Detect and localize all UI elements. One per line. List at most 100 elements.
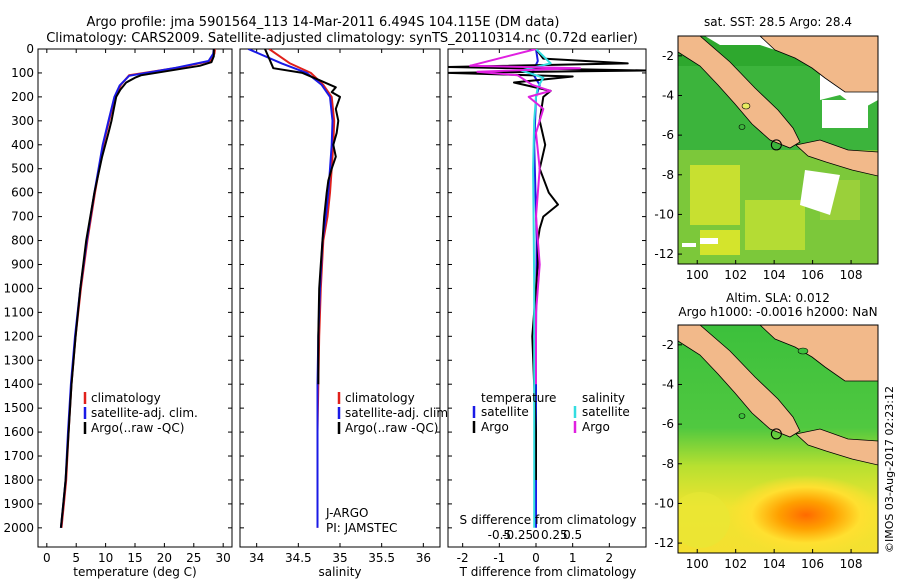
x2-tick-label: 0.25 bbox=[541, 528, 568, 542]
legend-label-argo: Argo(..raw -QC) bbox=[91, 421, 184, 435]
x2-tick-label: 0 bbox=[532, 528, 540, 542]
legend-label-climatology: climatology bbox=[345, 391, 415, 405]
map-y-tick-label: -12 bbox=[654, 536, 674, 550]
sla-map-ticks: 100 102 104 106 108 -2 -4 -6 -8 -10 -12 bbox=[654, 338, 862, 571]
map-y-tick-label: -2 bbox=[662, 49, 674, 63]
x-tick-label: 35.5 bbox=[368, 551, 395, 565]
legend-label-t-argo: Argo bbox=[481, 420, 509, 434]
sla-map-title: Altim. SLA: 0.012 bbox=[726, 291, 830, 305]
legend-label-satellite: satellite-adj. clim. bbox=[91, 406, 198, 420]
salinity-ticks: 34 34.5 35 35.5 36 bbox=[240, 48, 440, 565]
x-tick-label: 2 bbox=[606, 551, 614, 565]
land-north bbox=[759, 36, 878, 93]
y-tick-label: 800 bbox=[11, 234, 34, 248]
x-tick-label: -1 bbox=[493, 551, 505, 565]
y-tick-label: 1200 bbox=[3, 329, 34, 343]
legend-header-temperature: temperature bbox=[481, 391, 556, 405]
y-tick-label: 1000 bbox=[3, 281, 34, 295]
y-tick-label: 1300 bbox=[3, 353, 34, 367]
y-tick-label: 900 bbox=[11, 257, 34, 271]
map-x-tick-label: 106 bbox=[801, 557, 824, 571]
x-tick-label: 34.5 bbox=[285, 551, 312, 565]
difference-lines bbox=[448, 49, 646, 528]
map-y-tick-label: -8 bbox=[662, 457, 674, 471]
x-tick-label: 5 bbox=[72, 551, 80, 565]
land-north bbox=[759, 325, 878, 382]
y-tick-label: 600 bbox=[11, 186, 34, 200]
map-x-tick-label: 100 bbox=[686, 268, 709, 282]
y-tick-label: 1700 bbox=[3, 449, 34, 463]
copyright-stamp: ©IMOS 03-Aug-2017 02:23:12 bbox=[883, 386, 896, 553]
y-tick-label: 1900 bbox=[3, 497, 34, 511]
y-tick-label: 500 bbox=[11, 162, 34, 176]
y-tick-label: 300 bbox=[11, 114, 34, 128]
y-tick-label: 2000 bbox=[3, 521, 34, 535]
header-line1: Argo profile: jma 5901564_113 14-Mar-201… bbox=[87, 15, 560, 30]
sst-map-field bbox=[678, 36, 878, 264]
annotation-jargo: J-ARGO bbox=[325, 506, 368, 520]
argo-position-marker bbox=[770, 139, 782, 151]
x-tick-label: 36 bbox=[416, 551, 431, 565]
difference-axes-frame bbox=[447, 48, 647, 548]
argo-position-marker bbox=[770, 428, 782, 440]
temperature-lines bbox=[59, 49, 216, 528]
difference-x-label: T difference from climatology bbox=[459, 565, 637, 579]
annotation-pi: PI: JAMSTEC bbox=[326, 521, 397, 535]
legend-label-s-argo: Argo bbox=[582, 420, 610, 434]
x2-tick-label: -0.25 bbox=[502, 528, 533, 542]
x-tick-label: 10 bbox=[98, 551, 113, 565]
y-tick-label: 700 bbox=[11, 210, 34, 224]
map-x-tick-label: 108 bbox=[840, 268, 863, 282]
map-x-tick-label: 104 bbox=[763, 268, 786, 282]
x-tick-label: 20 bbox=[157, 551, 172, 565]
sst-patch bbox=[745, 200, 805, 250]
temperature-axes-frame bbox=[37, 48, 233, 548]
sla-map-panel: Altim. SLA: 0.012 Argo h1000: -0.0016 h2… bbox=[654, 291, 879, 571]
map-y-tick-label: -2 bbox=[662, 338, 674, 352]
sst-missing-data bbox=[682, 243, 696, 247]
series-t-argo bbox=[448, 49, 646, 480]
map-y-tick-label: -12 bbox=[654, 247, 674, 261]
island bbox=[797, 347, 809, 355]
salinity-x-label: salinity bbox=[318, 565, 361, 579]
map-x-tick-label: 102 bbox=[724, 557, 747, 571]
sst-missing-data bbox=[822, 100, 868, 128]
map-y-tick-label: -10 bbox=[654, 496, 674, 510]
sst-missing-data bbox=[700, 238, 718, 244]
map-x-tick-label: 104 bbox=[763, 557, 786, 571]
x-tick-label: 0 bbox=[532, 551, 540, 565]
header-line2: Climatology: CARS2009. Satellite-adjuste… bbox=[46, 31, 638, 46]
x-tick-label: 35 bbox=[332, 551, 347, 565]
x-tick-label: 0 bbox=[43, 551, 51, 565]
x2-tick-label: 0.5 bbox=[563, 528, 582, 542]
salinity-panel: 34 34.5 35 35.5 36 climatology satellite-adj… bbox=[239, 48, 452, 579]
map-y-tick-label: -10 bbox=[654, 207, 674, 221]
x2-tick-label: -0.5 bbox=[488, 528, 511, 542]
map-y-tick-label: -4 bbox=[662, 88, 674, 102]
difference-ticks: -2 -1 0 1 2-0.5-0.250 0.250.5 bbox=[448, 48, 646, 565]
temperature-legend: climatology satellite-adj. clim. Argo(..… bbox=[83, 391, 198, 435]
temperature-panel: 0100200300400500600700800900100011001200… bbox=[3, 42, 233, 579]
temperature-x-label: temperature (deg C) bbox=[73, 565, 196, 579]
sla-patch bbox=[678, 492, 730, 548]
y-tick-label: 0 bbox=[26, 42, 34, 56]
land-sumatra bbox=[678, 36, 801, 149]
island bbox=[738, 413, 746, 419]
land-java bbox=[795, 428, 878, 466]
map-y-tick-label: -8 bbox=[662, 168, 674, 182]
map-x-tick-label: 102 bbox=[724, 268, 747, 282]
x-tick-label: 30 bbox=[216, 551, 231, 565]
y-tick-label: 100 bbox=[11, 66, 34, 80]
difference-x2-label: S difference from climatology bbox=[460, 513, 637, 527]
map-y-tick-label: -6 bbox=[662, 128, 674, 142]
legend-label-t-satellite: satellite bbox=[481, 405, 529, 419]
sla-map-field bbox=[678, 325, 878, 553]
map-y-tick-label: -4 bbox=[662, 377, 674, 391]
island bbox=[738, 124, 746, 130]
sst-patch bbox=[690, 165, 740, 225]
sst-map-ticks: 100 102 104 106 108 -2 -4 -6 -8 -10 -12 bbox=[654, 49, 862, 282]
y-tick-label: 400 bbox=[11, 138, 34, 152]
map-y-tick-label: -6 bbox=[662, 417, 674, 431]
y-tick-label: 1500 bbox=[3, 401, 34, 415]
